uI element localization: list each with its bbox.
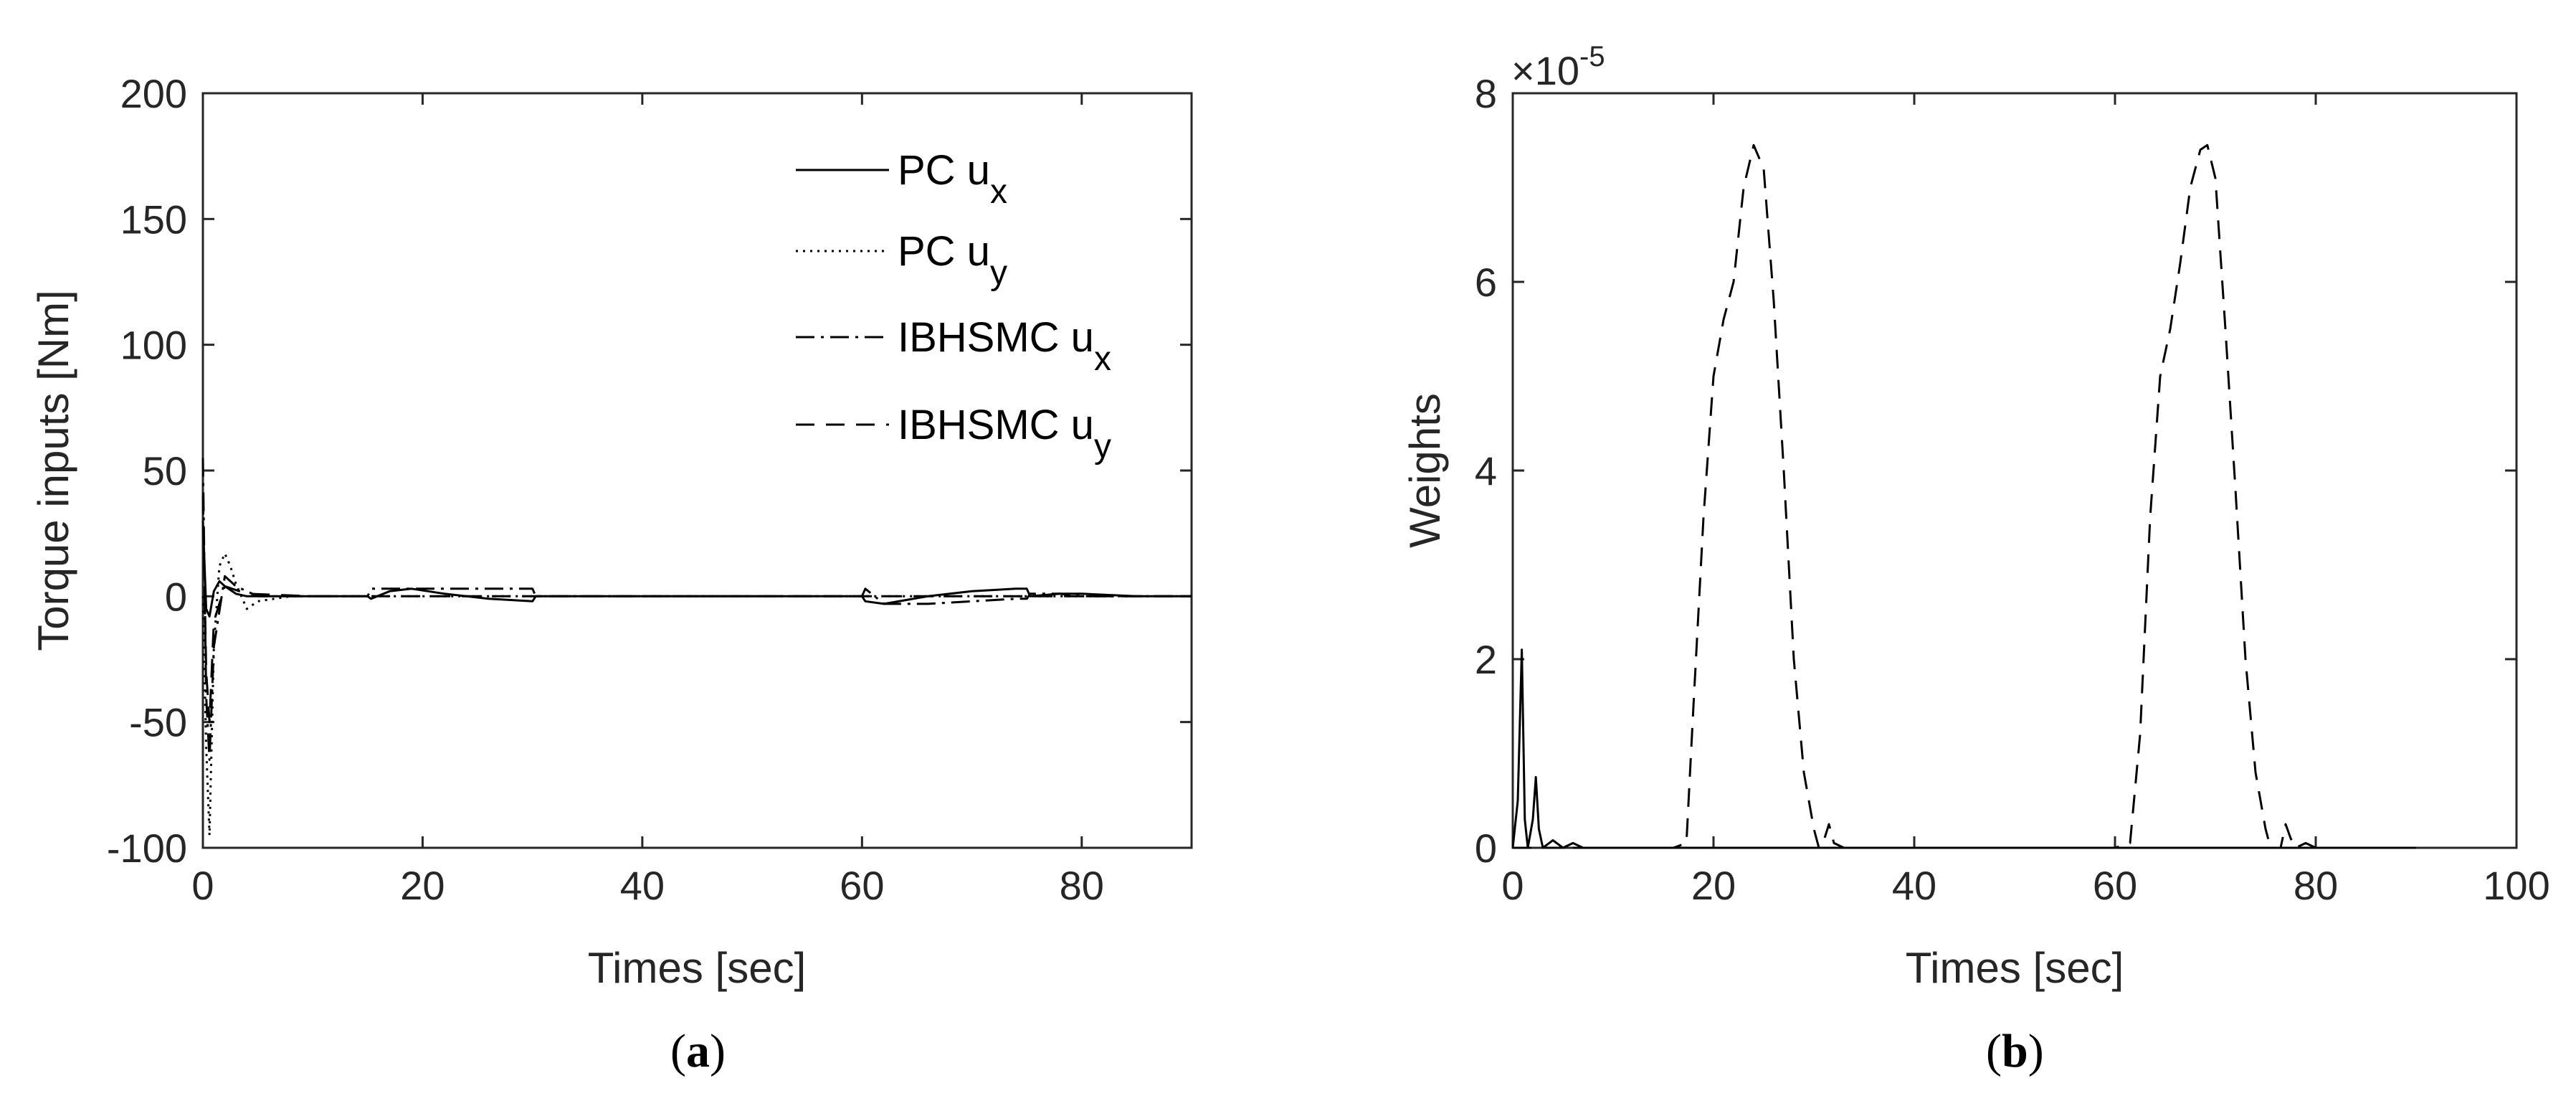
series-line-b-1 — [1513, 143, 2416, 849]
series-line-a-3 — [201, 496, 1192, 724]
y-tick-label-b-0: 0 — [1475, 826, 1497, 871]
x-tick-label-b-5: 100 — [2483, 863, 2549, 908]
x-tick-label-b-0: 0 — [1501, 863, 1524, 908]
x-tick-label-a-2: 40 — [620, 863, 665, 908]
y-tick-label-a-2: 0 — [165, 574, 187, 619]
lines-b — [1511, 143, 2416, 849]
legend-label-pc-uy: PC uy — [898, 228, 1007, 292]
y-tick-label-b-4: 8 — [1475, 71, 1497, 116]
series-line-a-2 — [201, 458, 1192, 761]
y-tick-label-a-4: 100 — [120, 323, 187, 368]
y-tick-label-a-5: 150 — [120, 197, 187, 242]
x-tick-label-a-0: 0 — [191, 863, 214, 908]
y-tick-label-a-6: 200 — [120, 71, 187, 116]
x-tick-label-a-1: 20 — [400, 863, 445, 908]
panel-b: 0 20 40 60 80 100 0 2 4 6 8 ×10-5 Times [sec] Weig… — [1401, 41, 2550, 1077]
y-tick-label-b-2: 4 — [1475, 448, 1497, 493]
exponent-label: ×10-5 — [1511, 41, 1605, 93]
y-axis-label-b: Weights — [1401, 393, 1449, 548]
caption-b: (b) — [1986, 1025, 2044, 1077]
y-tick-label-b-3: 6 — [1475, 260, 1497, 305]
series-line-b-0 — [1511, 648, 2416, 849]
plot-frame-b — [1511, 92, 2518, 849]
series-line-a-0 — [201, 521, 1192, 618]
x-axis-label-a: Times [sec] — [588, 944, 806, 992]
x-axis-label-b: Times [sec] — [1906, 944, 2124, 992]
panel-a: 0 20 40 60 80 -100 -50 0 50 100 150 200 PC ux PC uy… — [29, 71, 1193, 1077]
legend-label-pc-ux: PC ux — [898, 147, 1007, 211]
legend-label-ibhsmc-uy: IBHSMC uy — [898, 402, 1111, 466]
y-axis-label-a: Torque inputs [Nm] — [29, 290, 77, 651]
y-tick-label-b-1: 2 — [1475, 637, 1497, 682]
x-tick-label-a-3: 60 — [840, 863, 884, 908]
x-tick-label-b-3: 60 — [2093, 863, 2137, 908]
y-tick-label-a-3: 50 — [143, 448, 187, 493]
legend-label-ibhsmc-ux: IBHSMC ux — [898, 314, 1111, 378]
legend: PC ux PC uy IBHSMC ux IBHSMC uy — [796, 147, 1111, 466]
y-tick-label-a-0: -100 — [107, 826, 187, 871]
caption-a: (a) — [670, 1025, 726, 1077]
y-tick-label-a-1: -50 — [129, 700, 187, 745]
x-tick-label-b-4: 80 — [2294, 863, 2338, 908]
x-tick-label-b-2: 40 — [1892, 863, 1936, 908]
x-tick-label-b-1: 20 — [1691, 863, 1736, 908]
plot-frame-a — [201, 92, 1193, 849]
ticks-b: 0 20 40 60 80 100 0 2 4 6 8 — [1475, 71, 2550, 908]
ticks-a: 0 20 40 60 80 -100 -50 0 50 100 150 200 — [107, 71, 1192, 908]
x-tick-label-a-4: 80 — [1060, 863, 1104, 908]
lines-a — [201, 458, 1192, 836]
